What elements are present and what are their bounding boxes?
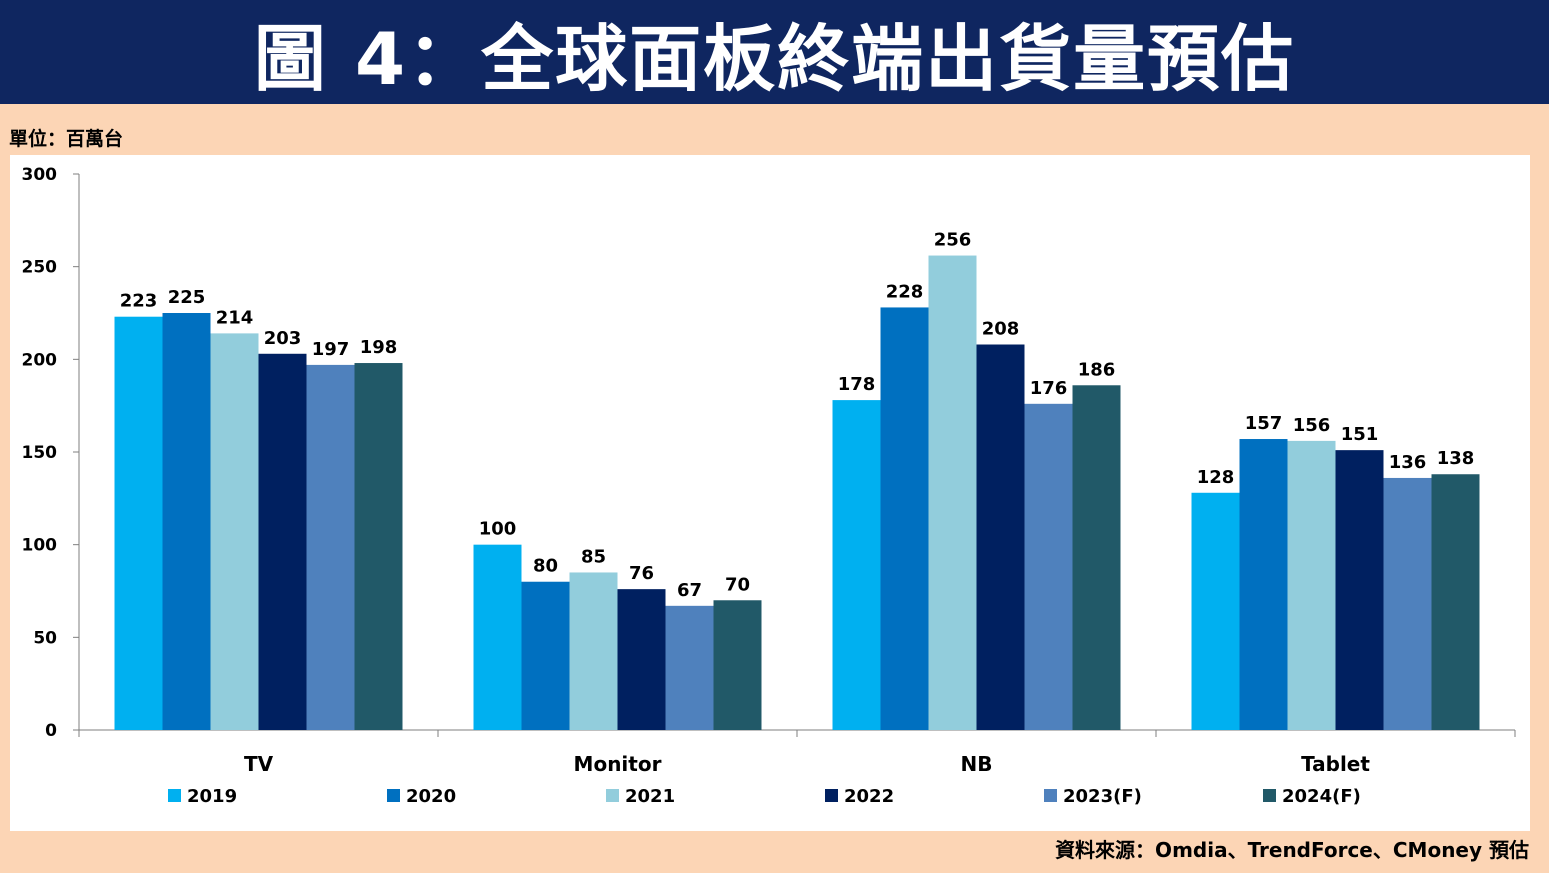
y-tick-label: 150 [22,443,58,463]
bar-nb-2022 [976,344,1025,730]
bar-tablet-2020 [1239,439,1288,730]
data-label: 186 [1078,359,1116,380]
bar-tv-2023f [306,364,355,730]
bar-nb-2021 [928,255,977,730]
title-bar: 圖 4：全球面板終端出貨量預估 [0,0,1549,104]
y-tick-label: 0 [45,721,57,741]
legend-swatch [1044,789,1057,802]
y-tick-label: 100 [22,536,58,556]
bar-monitor-2021 [569,572,618,730]
bar-tv-2019 [114,316,163,730]
data-label: 80 [533,556,558,577]
data-label: 100 [479,519,517,540]
data-label: 228 [886,281,924,302]
legend-label: 2021 [625,786,675,807]
bar-nb-2019 [832,400,881,730]
data-label: 138 [1437,448,1475,469]
data-label: 225 [168,287,206,308]
data-label: 198 [360,337,398,358]
bar-tablet-2019 [1191,492,1240,730]
data-label: 178 [838,374,876,395]
data-label: 176 [1030,378,1068,399]
bar-tablet-2022 [1335,450,1384,730]
data-label: 151 [1341,424,1379,445]
data-label: 136 [1389,452,1427,473]
category-label: TV [244,752,274,776]
data-label: 256 [934,230,972,251]
bar-chart: 0 50 100 150 200 250 300 223 225 214 203 197 198 TV 10… [22,165,1516,807]
legend-label: 2020 [406,786,456,807]
data-label: 203 [264,328,302,349]
chart-panel: 0 50 100 150 200 250 300 223 225 214 203 197 198 TV 10… [10,155,1530,831]
source-label: 資料來源：Omdia、TrendForce、CMoney 預估 [1055,838,1529,862]
bar-nb-2023f [1024,403,1073,730]
y-tick-label: 300 [22,165,58,185]
y-tick-label: 250 [22,258,58,278]
page-title: 圖 4：全球面板終端出貨量預估 [253,16,1296,101]
y-tick-label: 50 [33,628,57,648]
legend-swatch [1263,789,1276,802]
bar-monitor-2022 [617,589,666,730]
legend-swatch [825,789,838,802]
bar-monitor-2023f [665,605,714,730]
data-label: 208 [982,319,1020,340]
data-label: 128 [1197,467,1235,488]
legend-swatch [387,789,400,802]
legend-label: 2023(F) [1063,786,1142,807]
category-label: Tablet [1301,752,1370,776]
bar-tv-2022 [258,353,307,730]
bar-nb-2020 [880,307,929,730]
legend-label: 2022 [844,786,894,807]
bar-tablet-2024f [1431,474,1480,730]
bar-monitor-2020 [521,581,570,730]
data-label: 214 [216,307,254,328]
data-label: 85 [581,546,606,567]
bar-tablet-2021 [1287,440,1336,730]
bar-tv-2020 [162,313,211,730]
y-tick-label: 200 [22,350,58,370]
legend-swatch [168,789,181,802]
data-label: 67 [677,580,702,601]
legend-label: 2019 [187,786,237,807]
data-label: 197 [312,339,350,360]
data-label: 223 [120,291,158,312]
data-label: 70 [725,574,750,595]
data-label: 76 [629,563,654,584]
bar-tablet-2023f [1383,477,1432,730]
category-label: Monitor [574,752,662,776]
legend-label: 2024(F) [1282,786,1361,807]
bar-monitor-2019 [473,544,522,730]
data-label: 157 [1245,413,1283,434]
bar-nb-2024f [1072,385,1121,730]
data-label: 156 [1293,415,1331,436]
bar-tv-2021 [210,333,259,730]
bar-tv-2024f [354,363,403,730]
bar-monitor-2024f [713,600,762,730]
category-label: NB [961,752,993,776]
legend-swatch [606,789,619,802]
unit-label: 單位：百萬台 [9,128,124,150]
